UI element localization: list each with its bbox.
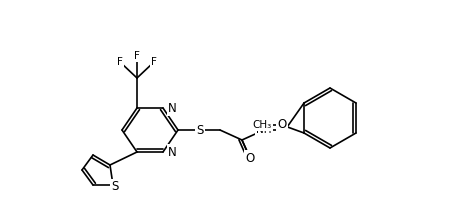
- Text: F: F: [117, 57, 123, 67]
- Text: O: O: [245, 151, 254, 165]
- Text: S: S: [111, 180, 119, 194]
- Text: S: S: [196, 123, 203, 137]
- Text: N: N: [168, 101, 176, 115]
- Text: F: F: [134, 51, 140, 61]
- Text: O: O: [277, 119, 286, 131]
- Text: N: N: [168, 145, 176, 159]
- Text: NH: NH: [256, 125, 271, 135]
- Text: F: F: [151, 57, 156, 67]
- Text: CH₃: CH₃: [252, 120, 271, 130]
